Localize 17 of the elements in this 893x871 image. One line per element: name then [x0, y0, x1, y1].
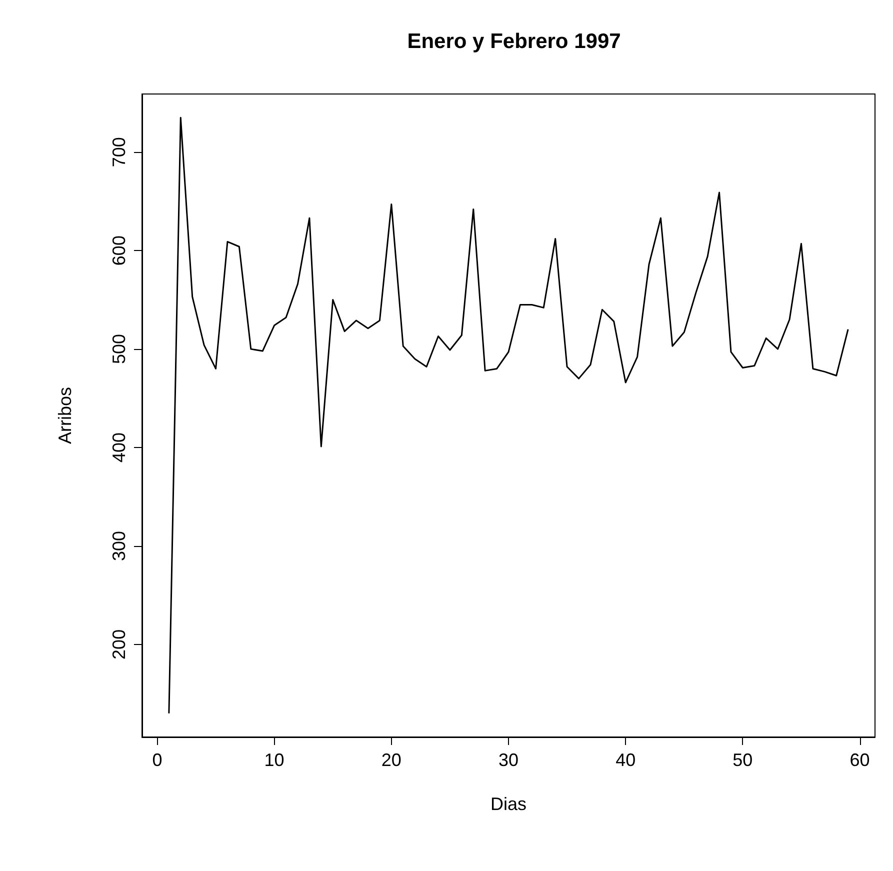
y-axis-title: Arribos [55, 386, 75, 444]
y-tick-label: 500 [109, 334, 129, 364]
x-axis-title: Dias [490, 794, 527, 814]
x-tick-label: 10 [264, 750, 284, 770]
x-tick-label: 40 [616, 750, 636, 770]
x-tick-label: 60 [850, 750, 870, 770]
x-tick-label: 20 [381, 750, 402, 770]
y-tick-label: 300 [109, 530, 129, 561]
y-tick-label: 200 [109, 629, 129, 660]
x-tick-label: 0 [152, 750, 162, 770]
line-series [168, 116, 849, 714]
y-tick-label: 400 [109, 432, 129, 463]
y-tick-label: 600 [109, 236, 129, 266]
chart-title: Enero y Febrero 1997 [407, 30, 621, 53]
y-tick-label: 700 [109, 137, 129, 168]
x-tick-label: 30 [498, 750, 519, 770]
x-tick-label: 50 [732, 750, 753, 770]
